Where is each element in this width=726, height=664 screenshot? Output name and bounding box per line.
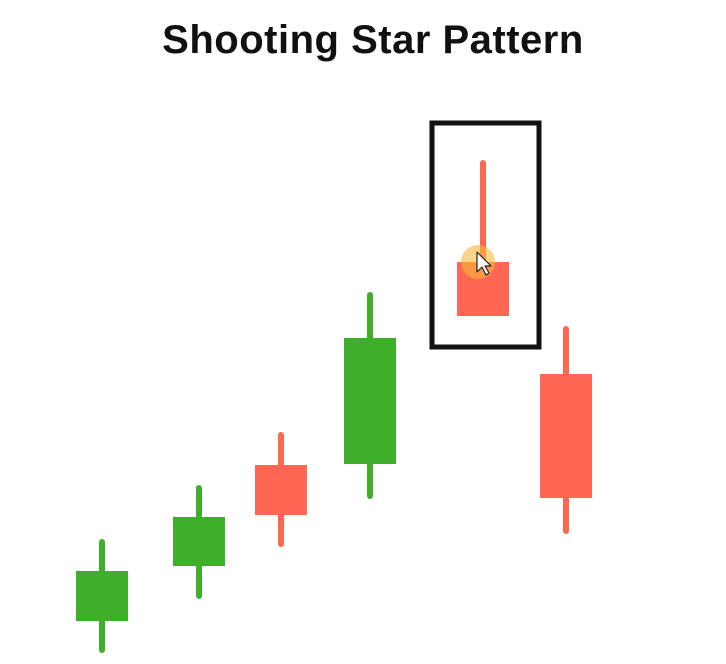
candle-1-body — [76, 571, 128, 621]
candles-group — [76, 160, 592, 653]
overlay-group — [429, 120, 542, 350]
candle-3-body — [255, 465, 307, 515]
candle-6-body — [540, 374, 592, 498]
chart-title: Shooting Star Pattern — [162, 18, 584, 62]
highlight-box — [429, 120, 542, 350]
candle-4-body — [344, 338, 396, 464]
mouse-cursor-icon — [476, 251, 492, 276]
candle-2-body — [173, 517, 225, 566]
